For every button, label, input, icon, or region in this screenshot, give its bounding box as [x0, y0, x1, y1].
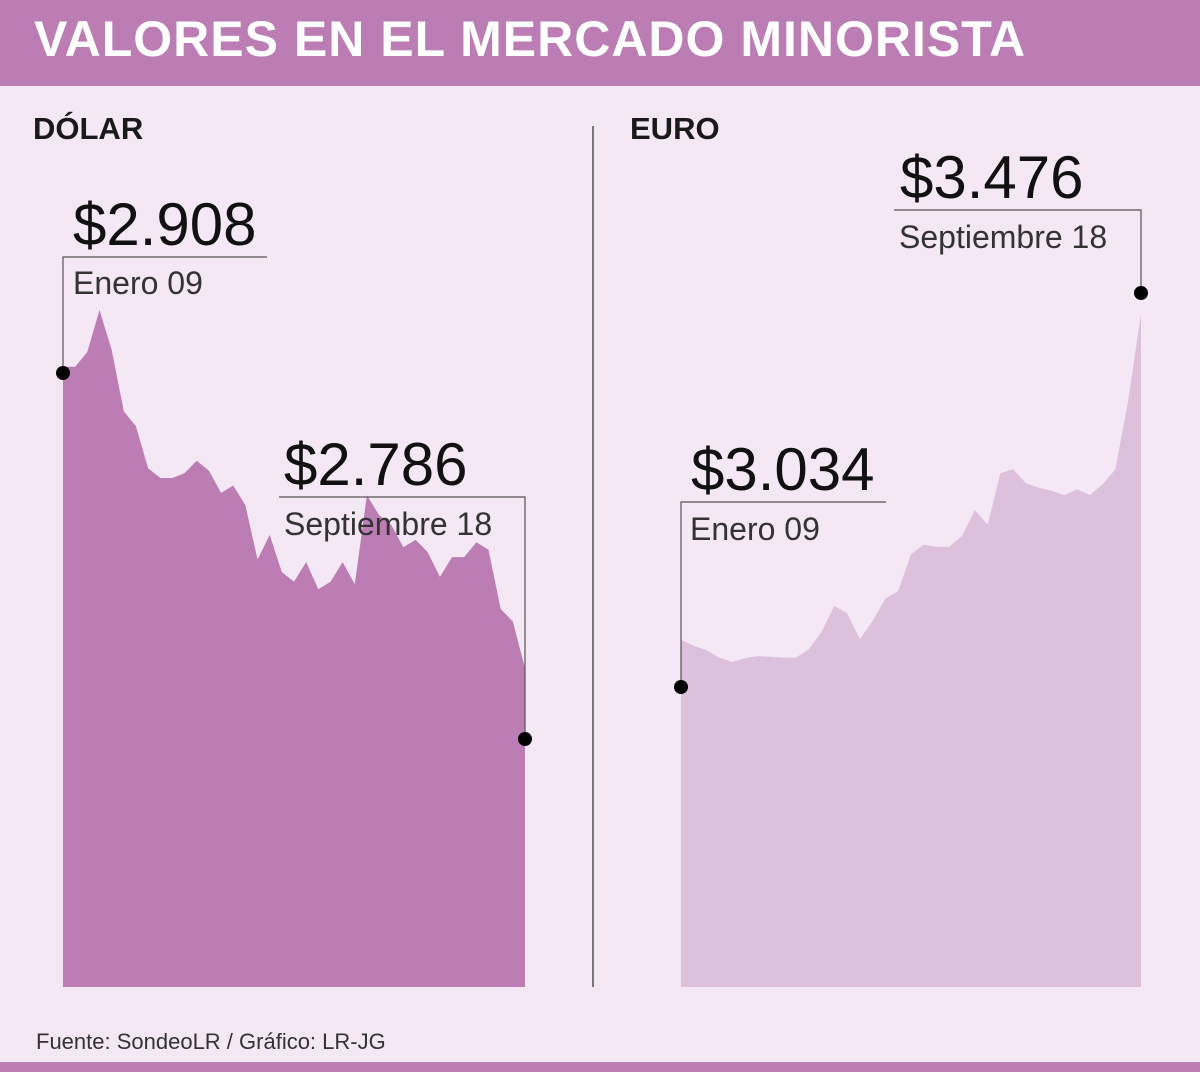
dolar-start-value: $2.908 [73, 191, 257, 258]
header-bar: VALORES EN EL MERCADO MINORISTA [0, 0, 1200, 86]
dolar-end-label: Septiembre 18 [284, 506, 492, 542]
euro-panel: EURO $3.034 Enero 09 $3.476 Septiembre 1… [630, 111, 1148, 987]
euro-start-value: $3.034 [691, 436, 875, 503]
dolar-panel: DÓLAR $2.908 Enero 09 $2.786 Septiembre … [33, 110, 532, 987]
footer-bar [0, 1062, 1200, 1072]
dolar-end-dot [518, 732, 532, 746]
euro-end-label: Septiembre 18 [899, 219, 1107, 255]
euro-end-dot [1134, 286, 1148, 300]
dolar-area [63, 310, 525, 987]
source-note: Fuente: SondeoLR / Gráfico: LR-JG [36, 1029, 386, 1054]
dolar-panel-title: DÓLAR [33, 110, 143, 146]
euro-start-dot [674, 680, 688, 694]
dolar-start-leader [62, 256, 267, 373]
euro-panel-title: EURO [630, 111, 720, 146]
euro-start-label: Enero 09 [690, 511, 820, 547]
euro-area [681, 313, 1141, 987]
euro-end-leader [894, 209, 1142, 293]
dolar-start-label: Enero 09 [73, 265, 203, 301]
dolar-end-value: $2.786 [284, 431, 468, 498]
chart-title: VALORES EN EL MERCADO MINORISTA [34, 11, 1027, 67]
dolar-start-dot [56, 366, 70, 380]
euro-start-leader [680, 501, 886, 687]
dolar-end-leader [279, 496, 526, 739]
euro-end-value: $3.476 [900, 144, 1084, 211]
